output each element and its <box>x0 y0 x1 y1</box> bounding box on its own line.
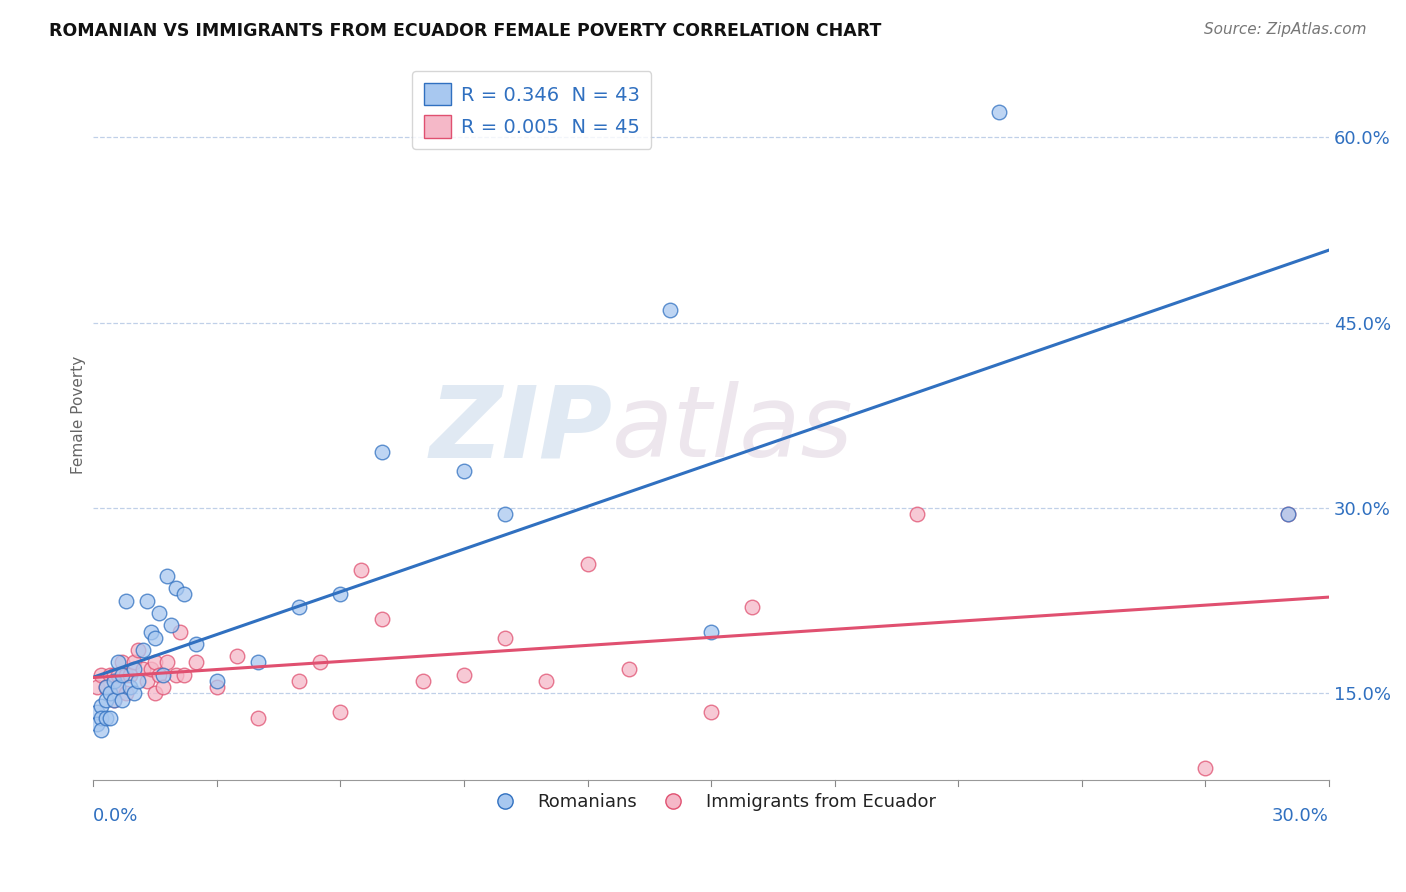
Point <box>165 582 187 596</box>
Legend: Romanians, Immigrants from Ecuador: Romanians, Immigrants from Ecuador <box>479 786 943 818</box>
Point <box>370 612 392 626</box>
Point <box>741 599 763 614</box>
Point <box>139 624 162 639</box>
Point <box>152 680 174 694</box>
Point <box>700 705 723 719</box>
Point <box>246 711 269 725</box>
Point <box>120 680 142 694</box>
Point <box>103 692 125 706</box>
Point <box>156 569 179 583</box>
Point <box>350 563 373 577</box>
Point <box>131 662 153 676</box>
Point <box>169 624 191 639</box>
Point <box>156 656 179 670</box>
Point <box>494 507 516 521</box>
Point <box>107 680 129 694</box>
Point <box>205 680 228 694</box>
Point <box>124 656 146 670</box>
Point <box>246 656 269 670</box>
Point <box>131 643 153 657</box>
Point <box>115 593 138 607</box>
Text: 30.0%: 30.0% <box>1272 807 1329 825</box>
Point <box>86 680 108 694</box>
Point <box>98 668 121 682</box>
Point <box>173 668 195 682</box>
Point <box>107 680 129 694</box>
Point <box>700 624 723 639</box>
Point <box>329 587 352 601</box>
Point <box>617 662 640 676</box>
Point <box>905 507 928 521</box>
Point <box>173 587 195 601</box>
Point <box>120 668 142 682</box>
Point <box>94 692 117 706</box>
Point <box>107 668 129 682</box>
Point <box>143 656 166 670</box>
Point <box>494 631 516 645</box>
Point <box>139 662 162 676</box>
Point <box>1277 507 1299 521</box>
Point <box>128 643 150 657</box>
Point <box>90 698 112 713</box>
Point <box>103 673 125 688</box>
Point <box>98 711 121 725</box>
Point <box>186 637 208 651</box>
Point <box>658 303 681 318</box>
Point <box>111 656 134 670</box>
Point <box>1277 507 1299 521</box>
Point <box>90 668 112 682</box>
Point <box>370 445 392 459</box>
Y-axis label: Female Poverty: Female Poverty <box>72 356 86 475</box>
Point <box>103 692 125 706</box>
Point <box>453 668 475 682</box>
Point <box>94 680 117 694</box>
Point <box>94 711 117 725</box>
Point <box>308 656 330 670</box>
Point <box>148 668 170 682</box>
Point <box>143 686 166 700</box>
Point <box>94 680 117 694</box>
Point <box>143 631 166 645</box>
Point <box>86 717 108 731</box>
Point <box>90 723 112 738</box>
Point <box>128 673 150 688</box>
Point <box>186 656 208 670</box>
Point <box>165 668 187 682</box>
Point <box>226 649 249 664</box>
Point <box>576 557 599 571</box>
Text: ZIP: ZIP <box>429 382 612 478</box>
Point <box>329 705 352 719</box>
Point <box>148 606 170 620</box>
Text: 0.0%: 0.0% <box>93 807 139 825</box>
Point <box>160 618 183 632</box>
Point <box>536 673 558 688</box>
Point <box>115 686 138 700</box>
Point <box>135 673 157 688</box>
Point <box>124 662 146 676</box>
Point <box>205 673 228 688</box>
Point <box>288 673 311 688</box>
Point <box>103 668 125 682</box>
Text: ROMANIAN VS IMMIGRANTS FROM ECUADOR FEMALE POVERTY CORRELATION CHART: ROMANIAN VS IMMIGRANTS FROM ECUADOR FEMA… <box>49 22 882 40</box>
Point <box>107 656 129 670</box>
Point <box>124 686 146 700</box>
Point <box>453 464 475 478</box>
Point <box>98 686 121 700</box>
Point <box>111 668 134 682</box>
Point <box>86 705 108 719</box>
Point <box>111 692 134 706</box>
Text: Source: ZipAtlas.com: Source: ZipAtlas.com <box>1204 22 1367 37</box>
Point <box>135 593 157 607</box>
Point <box>90 711 112 725</box>
Point <box>115 668 138 682</box>
Point <box>412 673 434 688</box>
Point <box>152 668 174 682</box>
Point <box>288 599 311 614</box>
Point <box>1194 760 1216 774</box>
Text: atlas: atlas <box>612 382 853 478</box>
Point <box>988 105 1011 120</box>
